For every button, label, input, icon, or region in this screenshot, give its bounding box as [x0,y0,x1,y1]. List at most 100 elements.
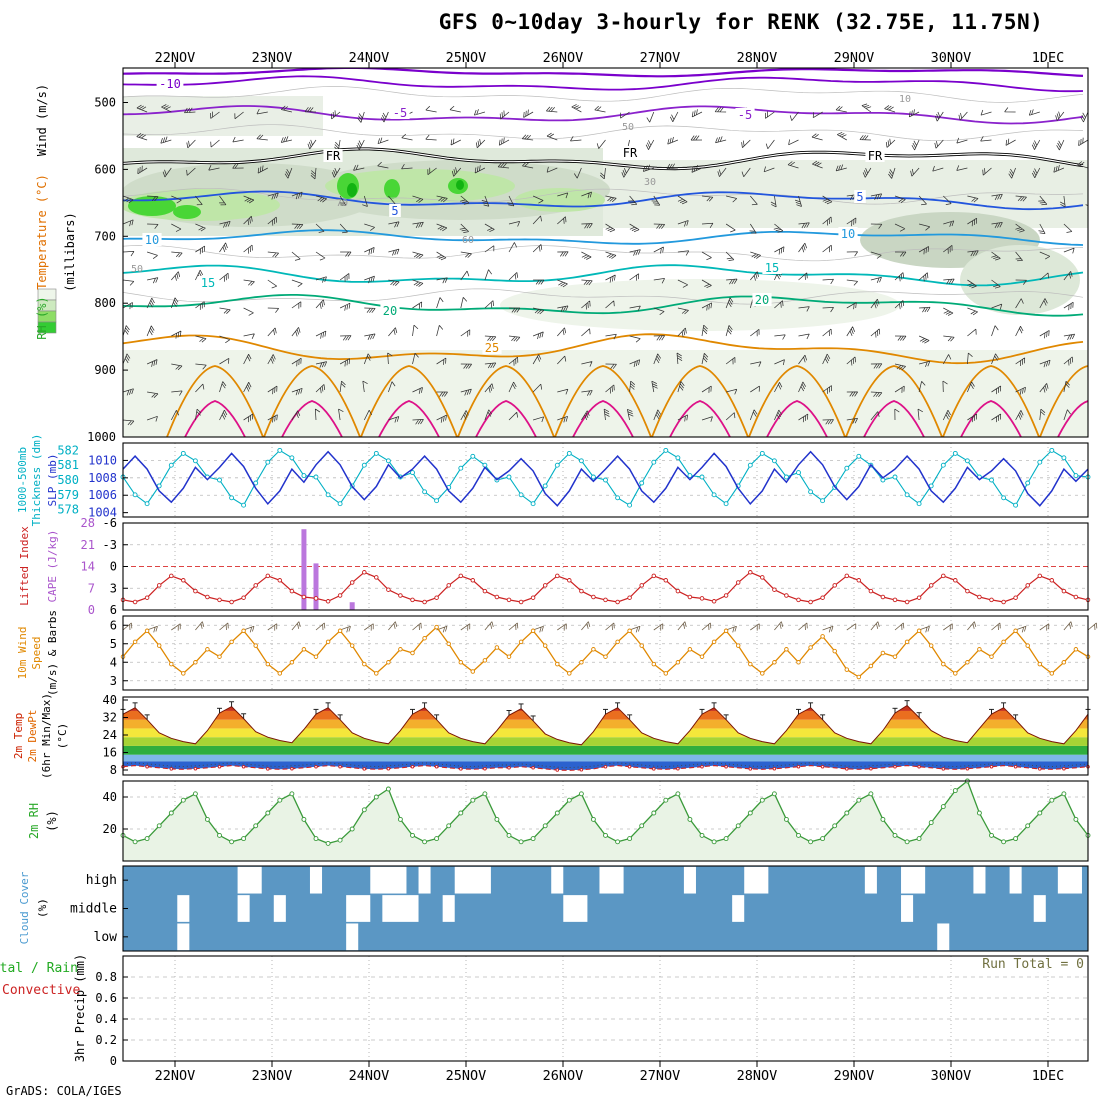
svg-text:0: 0 [110,1054,117,1068]
svg-text:(m/s) & Barbs: (m/s) & Barbs [46,610,59,696]
svg-text:5: 5 [856,190,863,204]
svg-text:579: 579 [57,488,79,502]
svg-text:5: 5 [110,637,117,651]
svg-text:1006: 1006 [88,488,117,502]
svg-text:6: 6 [110,618,117,632]
svg-text:29NOV: 29NOV [834,1068,875,1084]
svg-text:20: 20 [383,304,397,318]
svg-text:2m Temp: 2m Temp [12,713,25,759]
svg-text:3hr Precip (mm): 3hr Precip (mm) [73,954,87,1062]
svg-text:10: 10 [899,94,911,105]
svg-text:4: 4 [110,655,117,669]
svg-text:Speed: Speed [30,636,43,669]
svg-text:10m Wind: 10m Wind [16,627,29,680]
svg-text:26NOV: 26NOV [543,50,584,66]
svg-text:578: 578 [57,503,79,517]
svg-text:2m DewPt: 2m DewPt [26,710,39,763]
svg-text:14: 14 [81,560,95,574]
svg-text:28NOV: 28NOV [737,1068,778,1084]
chart-title: GFS 0~10day 3-hourly for RENK (32.75E, 1… [438,10,1044,34]
svg-text:22NOV: 22NOV [155,1068,196,1084]
svg-text:29NOV: 29NOV [834,50,875,66]
svg-text:Cloud Cover: Cloud Cover [18,871,31,944]
svg-text:582: 582 [57,443,79,457]
svg-text:FR: FR [326,149,341,163]
svg-text:1008: 1008 [88,471,117,485]
svg-text:Run Total = 0: Run Total = 0 [982,957,1084,972]
svg-text:15: 15 [201,276,215,290]
svg-text:(°C): (°C) [56,723,69,750]
svg-text:23NOV: 23NOV [252,1068,293,1084]
svg-text:28: 28 [81,516,95,530]
svg-text:Convective: Convective [2,983,80,998]
svg-text:25NOV: 25NOV [446,1068,487,1084]
svg-text:5: 5 [391,204,398,218]
svg-text:32: 32 [103,711,117,725]
svg-text:40: 40 [103,693,117,707]
svg-text:700: 700 [94,229,116,243]
svg-text:Temperature (°C): Temperature (°C) [35,174,49,290]
svg-text:0.8: 0.8 [95,970,117,984]
svg-text:800: 800 [94,296,116,310]
svg-text:(%): (%) [45,810,59,832]
svg-text:500: 500 [94,96,116,110]
svg-text:24NOV: 24NOV [349,1068,390,1084]
svg-text:15: 15 [765,261,779,275]
grads-credit: GrADS: COLA/IGES [6,1084,122,1098]
svg-text:20: 20 [103,822,117,836]
svg-text:900: 900 [94,363,116,377]
svg-text:-5: -5 [393,106,407,120]
svg-text:-6: -6 [103,516,117,530]
svg-text:0.4: 0.4 [95,1012,117,1026]
svg-text:23NOV: 23NOV [252,50,293,66]
svg-text:high: high [86,873,117,888]
svg-text:50: 50 [131,264,143,275]
svg-text:1DEC: 1DEC [1032,1068,1065,1084]
svg-text:40: 40 [103,790,117,804]
svg-text:22NOV: 22NOV [155,50,196,66]
svg-text:1004: 1004 [88,506,117,520]
svg-text:30NOV: 30NOV [931,1068,972,1084]
svg-text:SLP (mb): SLP (mb) [46,454,59,507]
svg-text:Thickness (dm): Thickness (dm) [30,434,43,527]
svg-text:580: 580 [57,473,79,487]
svg-text:50: 50 [622,122,634,133]
svg-text:-3: -3 [103,538,117,552]
svg-text:Total / Rain: Total / Rain [0,961,78,976]
svg-text:(%): (%) [36,898,49,918]
svg-text:24NOV: 24NOV [349,50,390,66]
svg-text:28NOV: 28NOV [737,50,778,66]
svg-text:6: 6 [110,603,117,617]
svg-text:20: 20 [755,293,769,307]
svg-text:low: low [94,930,118,945]
svg-text:25: 25 [485,341,499,355]
svg-text:RH (%): RH (%) [35,296,49,339]
panel-upper-air: -10 -5 -5 FR FR FR 5 5 10 10 15 15 20 20 25 10 30 50 60 70 5… [123,68,1088,437]
svg-text:25NOV: 25NOV [446,50,487,66]
svg-text:600: 600 [94,162,116,176]
svg-text:Wind (m/s): Wind (m/s) [35,84,49,156]
svg-text:27NOV: 27NOV [640,1068,681,1084]
svg-text:Lifted Index: Lifted Index [18,526,31,606]
svg-text:10: 10 [145,233,159,247]
svg-text:(millibars): (millibars) [63,212,77,291]
svg-text:1DEC: 1DEC [1032,50,1065,66]
svg-text:-5: -5 [738,108,752,122]
svg-text:1000: 1000 [87,430,116,444]
svg-text:1000-500mb: 1000-500mb [16,447,29,513]
svg-text:27NOV: 27NOV [640,50,681,66]
svg-text:30: 30 [644,177,656,188]
svg-text:8: 8 [110,763,117,777]
svg-text:70: 70 [336,198,348,209]
svg-text:10: 10 [841,227,855,241]
svg-text:3: 3 [110,674,117,688]
svg-text:30NOV: 30NOV [931,50,972,66]
svg-text:0.6: 0.6 [95,991,117,1005]
svg-text:1010: 1010 [88,453,117,467]
svg-text:0: 0 [110,560,117,574]
svg-text:-10: -10 [159,77,181,91]
svg-text:21: 21 [81,538,95,552]
svg-text:16: 16 [103,746,117,760]
svg-text:60: 60 [462,235,474,246]
